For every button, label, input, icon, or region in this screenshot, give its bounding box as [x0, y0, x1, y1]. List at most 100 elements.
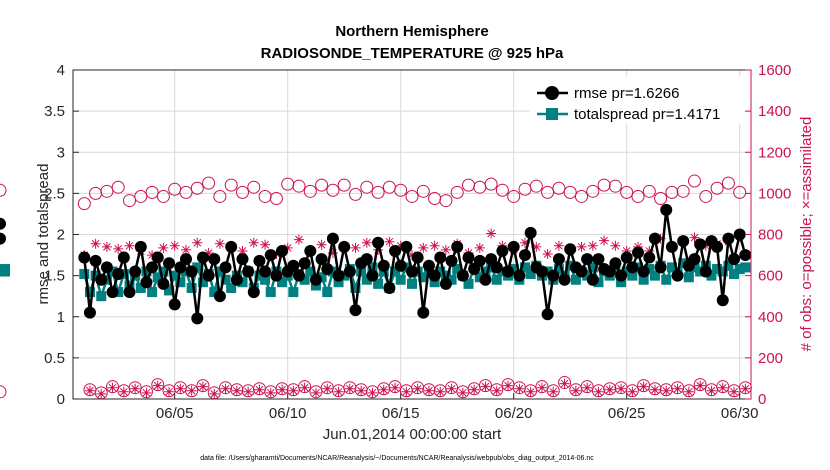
x-tick-label: 06/15 — [382, 405, 420, 422]
y-left-tick-label: 0.5 — [44, 350, 65, 367]
possible-point — [145, 185, 159, 199]
totalspread-point — [192, 262, 203, 273]
rmse-point — [389, 244, 402, 257]
possible-point — [676, 184, 690, 198]
possible-point — [269, 192, 283, 206]
possible-point — [484, 177, 498, 191]
y-right-tick-label: 400 — [758, 309, 783, 326]
rmse-point — [473, 254, 486, 267]
rmse-point — [479, 273, 492, 286]
assimilated-point — [350, 242, 361, 253]
assimilated-point — [469, 384, 480, 395]
rmse-point — [417, 306, 430, 319]
assimilated-point — [277, 384, 288, 395]
assimilated-point — [587, 240, 598, 251]
totalspread-point — [390, 266, 401, 277]
totalspread-point — [209, 287, 220, 298]
possible-point — [224, 178, 238, 192]
assimilated-point — [740, 383, 751, 394]
assimilated-point — [503, 380, 514, 391]
totalspread-point — [316, 272, 327, 283]
legend-spread-label: totalspread pr=1.4171 — [574, 106, 720, 123]
possible-point — [77, 197, 91, 211]
possible-point — [337, 178, 351, 192]
totalspread-point — [638, 274, 649, 285]
assimilated-point — [446, 383, 457, 394]
assimilated-point — [361, 237, 372, 248]
totalspread-point — [90, 270, 101, 281]
assimilated-point — [169, 240, 180, 251]
possible-point — [710, 181, 724, 195]
assimilated-point — [536, 382, 547, 393]
assimilated-point — [604, 384, 615, 395]
totalspread-point — [367, 262, 378, 273]
rmse-point — [728, 253, 741, 266]
totalspread-point — [570, 274, 581, 285]
possible-point — [529, 179, 543, 193]
totalspread-point — [361, 274, 372, 285]
rmse-point — [490, 261, 503, 274]
rmse-point — [213, 290, 226, 303]
assimilated-point — [491, 385, 502, 396]
rmse-point — [513, 269, 526, 282]
possible-point — [450, 185, 464, 199]
assimilated-point — [542, 249, 553, 260]
y-right-tick-label: 0 — [758, 391, 766, 408]
possible-point — [202, 176, 216, 190]
possible-point — [665, 185, 679, 199]
rmse-point — [270, 269, 283, 282]
rmse-point — [360, 253, 373, 266]
totalspread-point — [474, 272, 485, 283]
rmse-point — [140, 276, 153, 289]
totalspread-point — [265, 287, 276, 298]
totalspread-point — [666, 262, 677, 273]
x-axis: 06/05 06/10 06/15 06/20 06/25 06/30 — [156, 393, 758, 422]
totalspread-point — [407, 278, 417, 289]
rmse-point — [434, 251, 447, 264]
assimilated-point — [520, 237, 530, 248]
assimilated-point — [248, 237, 259, 248]
assimilated-point — [141, 387, 152, 398]
data-file-footnote: data file: /Users/gharamti/Documents/NCA… — [200, 455, 594, 462]
assimilated-point — [401, 386, 412, 397]
assimilated-point — [695, 380, 706, 391]
rmse-point — [643, 251, 656, 264]
rmse-point — [326, 232, 339, 245]
totalspread-point — [678, 258, 689, 269]
totalspread-point — [649, 270, 660, 281]
legend-rmse-marker — [537, 86, 568, 100]
totalspread-point — [135, 282, 146, 293]
rmse-point — [502, 265, 515, 278]
possible-point — [326, 183, 340, 197]
totalspread-point — [446, 274, 457, 285]
assimilated-point — [181, 244, 191, 255]
rmse-point — [276, 244, 289, 257]
rmse-point — [400, 240, 413, 253]
y-right-tick-label: 800 — [758, 227, 783, 244]
assimilated-point — [265, 387, 276, 398]
y-left-tick-label: 3 — [57, 144, 65, 161]
totalspread-point — [627, 270, 638, 281]
x-tick-label: 06/10 — [269, 405, 307, 422]
totalspread-point — [147, 287, 158, 298]
rmse-point — [699, 265, 712, 278]
possible-point — [292, 179, 306, 193]
totalspread-point — [84, 287, 95, 298]
rmse-point — [660, 203, 673, 216]
assimilated-point — [243, 386, 254, 397]
totalspread-point — [220, 274, 231, 285]
assimilated-point — [260, 239, 271, 250]
possible-point — [349, 187, 362, 201]
assimilated-point — [203, 248, 214, 259]
rmse-point — [507, 240, 520, 253]
assimilated-point — [327, 248, 338, 259]
assimilated-point — [429, 240, 440, 251]
rmse-point — [208, 253, 221, 266]
possible-point — [688, 174, 701, 188]
assimilated-point — [610, 240, 621, 251]
totalspread-point — [717, 266, 728, 277]
rmse-point — [180, 253, 192, 266]
possible-point — [394, 183, 408, 197]
assimilated-point — [576, 241, 587, 252]
legend-rmse-label: rmse pr=1.6266 — [574, 85, 679, 102]
